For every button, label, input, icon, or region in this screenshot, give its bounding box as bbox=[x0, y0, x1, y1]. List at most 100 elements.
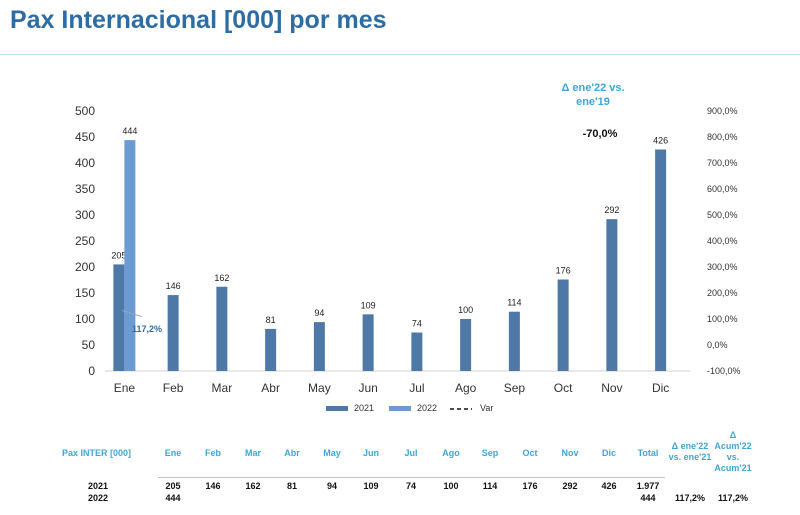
bar-2021-jul bbox=[411, 332, 423, 371]
table-header: Ene bbox=[164, 448, 182, 458]
table-cell: 444 bbox=[640, 493, 656, 503]
y-tick-label: 50 bbox=[82, 338, 96, 352]
table-header: Jun bbox=[362, 448, 379, 458]
x-tick-label: Oct bbox=[554, 381, 573, 395]
y-tick-label: 500 bbox=[75, 104, 95, 118]
bar-2021-dic bbox=[655, 149, 667, 371]
y2-tick-label: 200,0% bbox=[707, 288, 738, 298]
page-title: Pax Internacional [000] por mes bbox=[10, 6, 387, 34]
var-data-label: 117,2% bbox=[132, 324, 163, 334]
table-row-year: 2021 bbox=[88, 481, 109, 491]
data-label-2022: 444 bbox=[122, 126, 137, 136]
bar-2021-ago bbox=[460, 319, 472, 371]
y2-tick-label: 0,0% bbox=[707, 340, 728, 350]
data-label-2021: 94 bbox=[314, 308, 324, 318]
table-cell: 74 bbox=[405, 481, 416, 491]
x-tick-label: Sep bbox=[504, 381, 526, 395]
bar-2021-jun bbox=[362, 314, 374, 371]
table-header: Abr bbox=[284, 448, 300, 458]
y-tick-label: 450 bbox=[75, 130, 95, 144]
y2-tick-label: 600,0% bbox=[707, 184, 738, 194]
bar-chart: 0 50 100 150 200 250 300 350 400 450 500 -100,0% 0,0… bbox=[75, 104, 741, 413]
data-label-2021: 426 bbox=[653, 135, 668, 145]
y2-tick-label: 500,0% bbox=[707, 210, 738, 220]
table-cell: 176 bbox=[522, 481, 538, 491]
bar-2021-ene bbox=[113, 264, 125, 371]
table-header: Total bbox=[637, 448, 659, 458]
table-header: Nov bbox=[561, 448, 579, 458]
table-cell: 81 bbox=[286, 481, 297, 491]
bar-2021-sep bbox=[508, 311, 520, 371]
y2-tick-label: 900,0% bbox=[707, 106, 738, 116]
table-header: Dic bbox=[601, 448, 616, 458]
legend-label-2021: 2021 bbox=[354, 403, 374, 413]
x-tick-label: Abr bbox=[261, 381, 280, 395]
y-tick-label: 350 bbox=[75, 182, 95, 196]
x-tick-label: Ene bbox=[114, 381, 136, 395]
table-cell: 117,2% bbox=[674, 493, 706, 503]
x-tick-label: Ago bbox=[455, 381, 477, 395]
legend-label-2022: 2022 bbox=[417, 403, 437, 413]
data-label-2021: 81 bbox=[266, 315, 276, 325]
table-header: Δ Acum'22 vs. Acum'21 bbox=[714, 430, 752, 473]
y2-tick-label: 700,0% bbox=[707, 158, 738, 168]
bar-2021-feb bbox=[167, 295, 179, 371]
data-label-2021: 74 bbox=[412, 319, 422, 329]
y-tick-label: 150 bbox=[75, 286, 95, 300]
table-cell: 94 bbox=[326, 481, 337, 491]
data-label-2021: 292 bbox=[604, 205, 619, 215]
table-cell: 444 bbox=[165, 493, 181, 503]
data-label-2021: 114 bbox=[507, 298, 521, 308]
bar-2021-abr bbox=[265, 328, 277, 371]
data-label-2021: 205 bbox=[111, 250, 126, 260]
bar-2022-ene bbox=[124, 140, 136, 371]
x-tick-label: Feb bbox=[163, 381, 184, 395]
data-label-2021: 176 bbox=[556, 265, 571, 275]
table-cell: 1.977 bbox=[636, 481, 660, 491]
table-header: Ago bbox=[442, 448, 460, 458]
table-cell: 114 bbox=[482, 481, 498, 491]
x-tick-label: Nov bbox=[601, 381, 622, 395]
table-cell: 109 bbox=[363, 481, 379, 491]
y-tick-label: 200 bbox=[75, 260, 95, 274]
y-tick-label: 100 bbox=[75, 312, 95, 326]
table-cell: 162 bbox=[245, 481, 261, 491]
y2-tick-label: 300,0% bbox=[707, 262, 738, 272]
legend-swatch-2021 bbox=[326, 406, 348, 411]
data-label-2021: 162 bbox=[214, 273, 229, 283]
bar-2021-oct bbox=[557, 279, 569, 371]
y2-tick-label: -100,0% bbox=[707, 366, 741, 376]
y-tick-label: 400 bbox=[75, 156, 95, 170]
table-header: Δ ene'22 vs. ene'21 bbox=[668, 441, 712, 462]
note-value: -70,0% bbox=[582, 128, 618, 140]
title-divider bbox=[0, 54, 800, 55]
table-cell: 205 bbox=[165, 481, 181, 491]
table-header: May bbox=[323, 448, 341, 458]
table-cell: 100 bbox=[443, 481, 459, 491]
table-header: Mar bbox=[244, 448, 261, 458]
data-label-2021: 146 bbox=[166, 281, 181, 291]
table-cell: 292 bbox=[562, 481, 578, 491]
table-header: Feb bbox=[204, 448, 221, 458]
table-header: Jul bbox=[404, 448, 418, 458]
legend-label-var: Var bbox=[480, 403, 493, 413]
y-tick-label: 300 bbox=[75, 208, 95, 222]
table-label: Pax INTER [000] bbox=[62, 448, 132, 458]
data-label-2021: 100 bbox=[458, 305, 473, 315]
x-tick-label: Jul bbox=[409, 381, 424, 395]
table-header: Oct bbox=[522, 448, 538, 458]
y2-tick-label: 800,0% bbox=[707, 132, 738, 142]
table-cell: 146 bbox=[205, 481, 221, 491]
bar-2021-mar bbox=[216, 286, 228, 371]
x-tick-label: Dic bbox=[652, 381, 669, 395]
y-tick-label: 250 bbox=[75, 234, 95, 248]
table-divider bbox=[158, 477, 665, 478]
bar-2021-nov bbox=[606, 219, 618, 371]
x-tick-label: May bbox=[308, 381, 331, 395]
bar-2021-may bbox=[313, 322, 325, 371]
y-tick-label: 0 bbox=[88, 364, 95, 378]
x-tick-label: Mar bbox=[212, 381, 233, 395]
data-label-2021: 109 bbox=[361, 300, 376, 310]
y2-tick-label: 100,0% bbox=[707, 314, 738, 324]
y2-tick-label: 400,0% bbox=[707, 236, 738, 246]
